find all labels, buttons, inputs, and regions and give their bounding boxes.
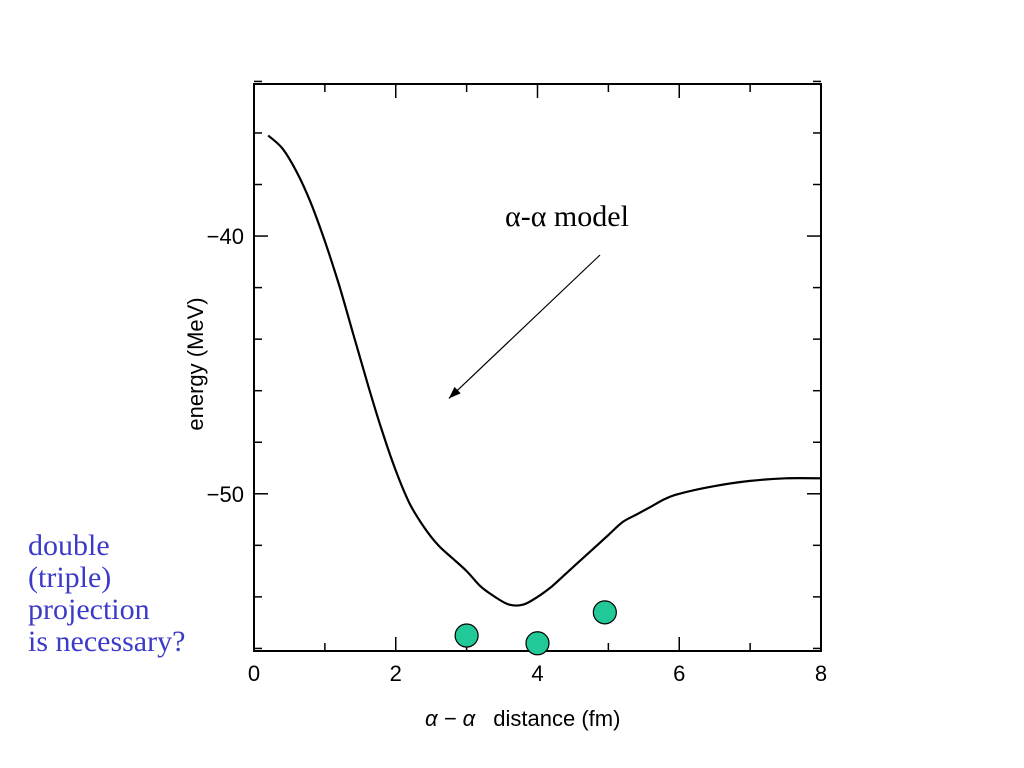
x-axis-label: α − α distance (fm) (425, 706, 620, 731)
side-note-line: double (28, 529, 110, 562)
y-tick-label: −50 (207, 482, 244, 507)
annotation-label: α-α model (505, 200, 629, 233)
annotation-arrow (448, 254, 601, 399)
side-note-line: is necessary? (28, 625, 186, 658)
x-axis-label-symbol: α − α (425, 706, 477, 731)
x-tick-label: 4 (531, 661, 543, 686)
x-tick-label: 8 (815, 661, 827, 686)
axis-ticks (253, 80, 822, 651)
side-note-line: (triple) (28, 561, 112, 594)
plot-area-frame (253, 83, 822, 652)
x-axis-label-text: distance (fm) (493, 706, 620, 731)
side-note: double (triple) projection is necessary? (28, 530, 258, 658)
axis-tick-labels: 0 2 4 6 8 −40 −50 (207, 224, 827, 686)
data-points (454, 600, 617, 656)
alpha-alpha-model-curve (267, 134, 822, 607)
annotation-arrowhead (448, 386, 461, 399)
data-point (592, 600, 617, 625)
x-tick-label: 2 (390, 661, 402, 686)
y-axis-label: energy (MeV) (183, 297, 208, 430)
data-point (525, 631, 550, 656)
data-point (454, 623, 479, 648)
side-note-line: projection (28, 593, 150, 626)
y-tick-label: −40 (207, 224, 244, 249)
x-tick-label: 6 (673, 661, 685, 686)
x-tick-label: 0 (248, 661, 260, 686)
